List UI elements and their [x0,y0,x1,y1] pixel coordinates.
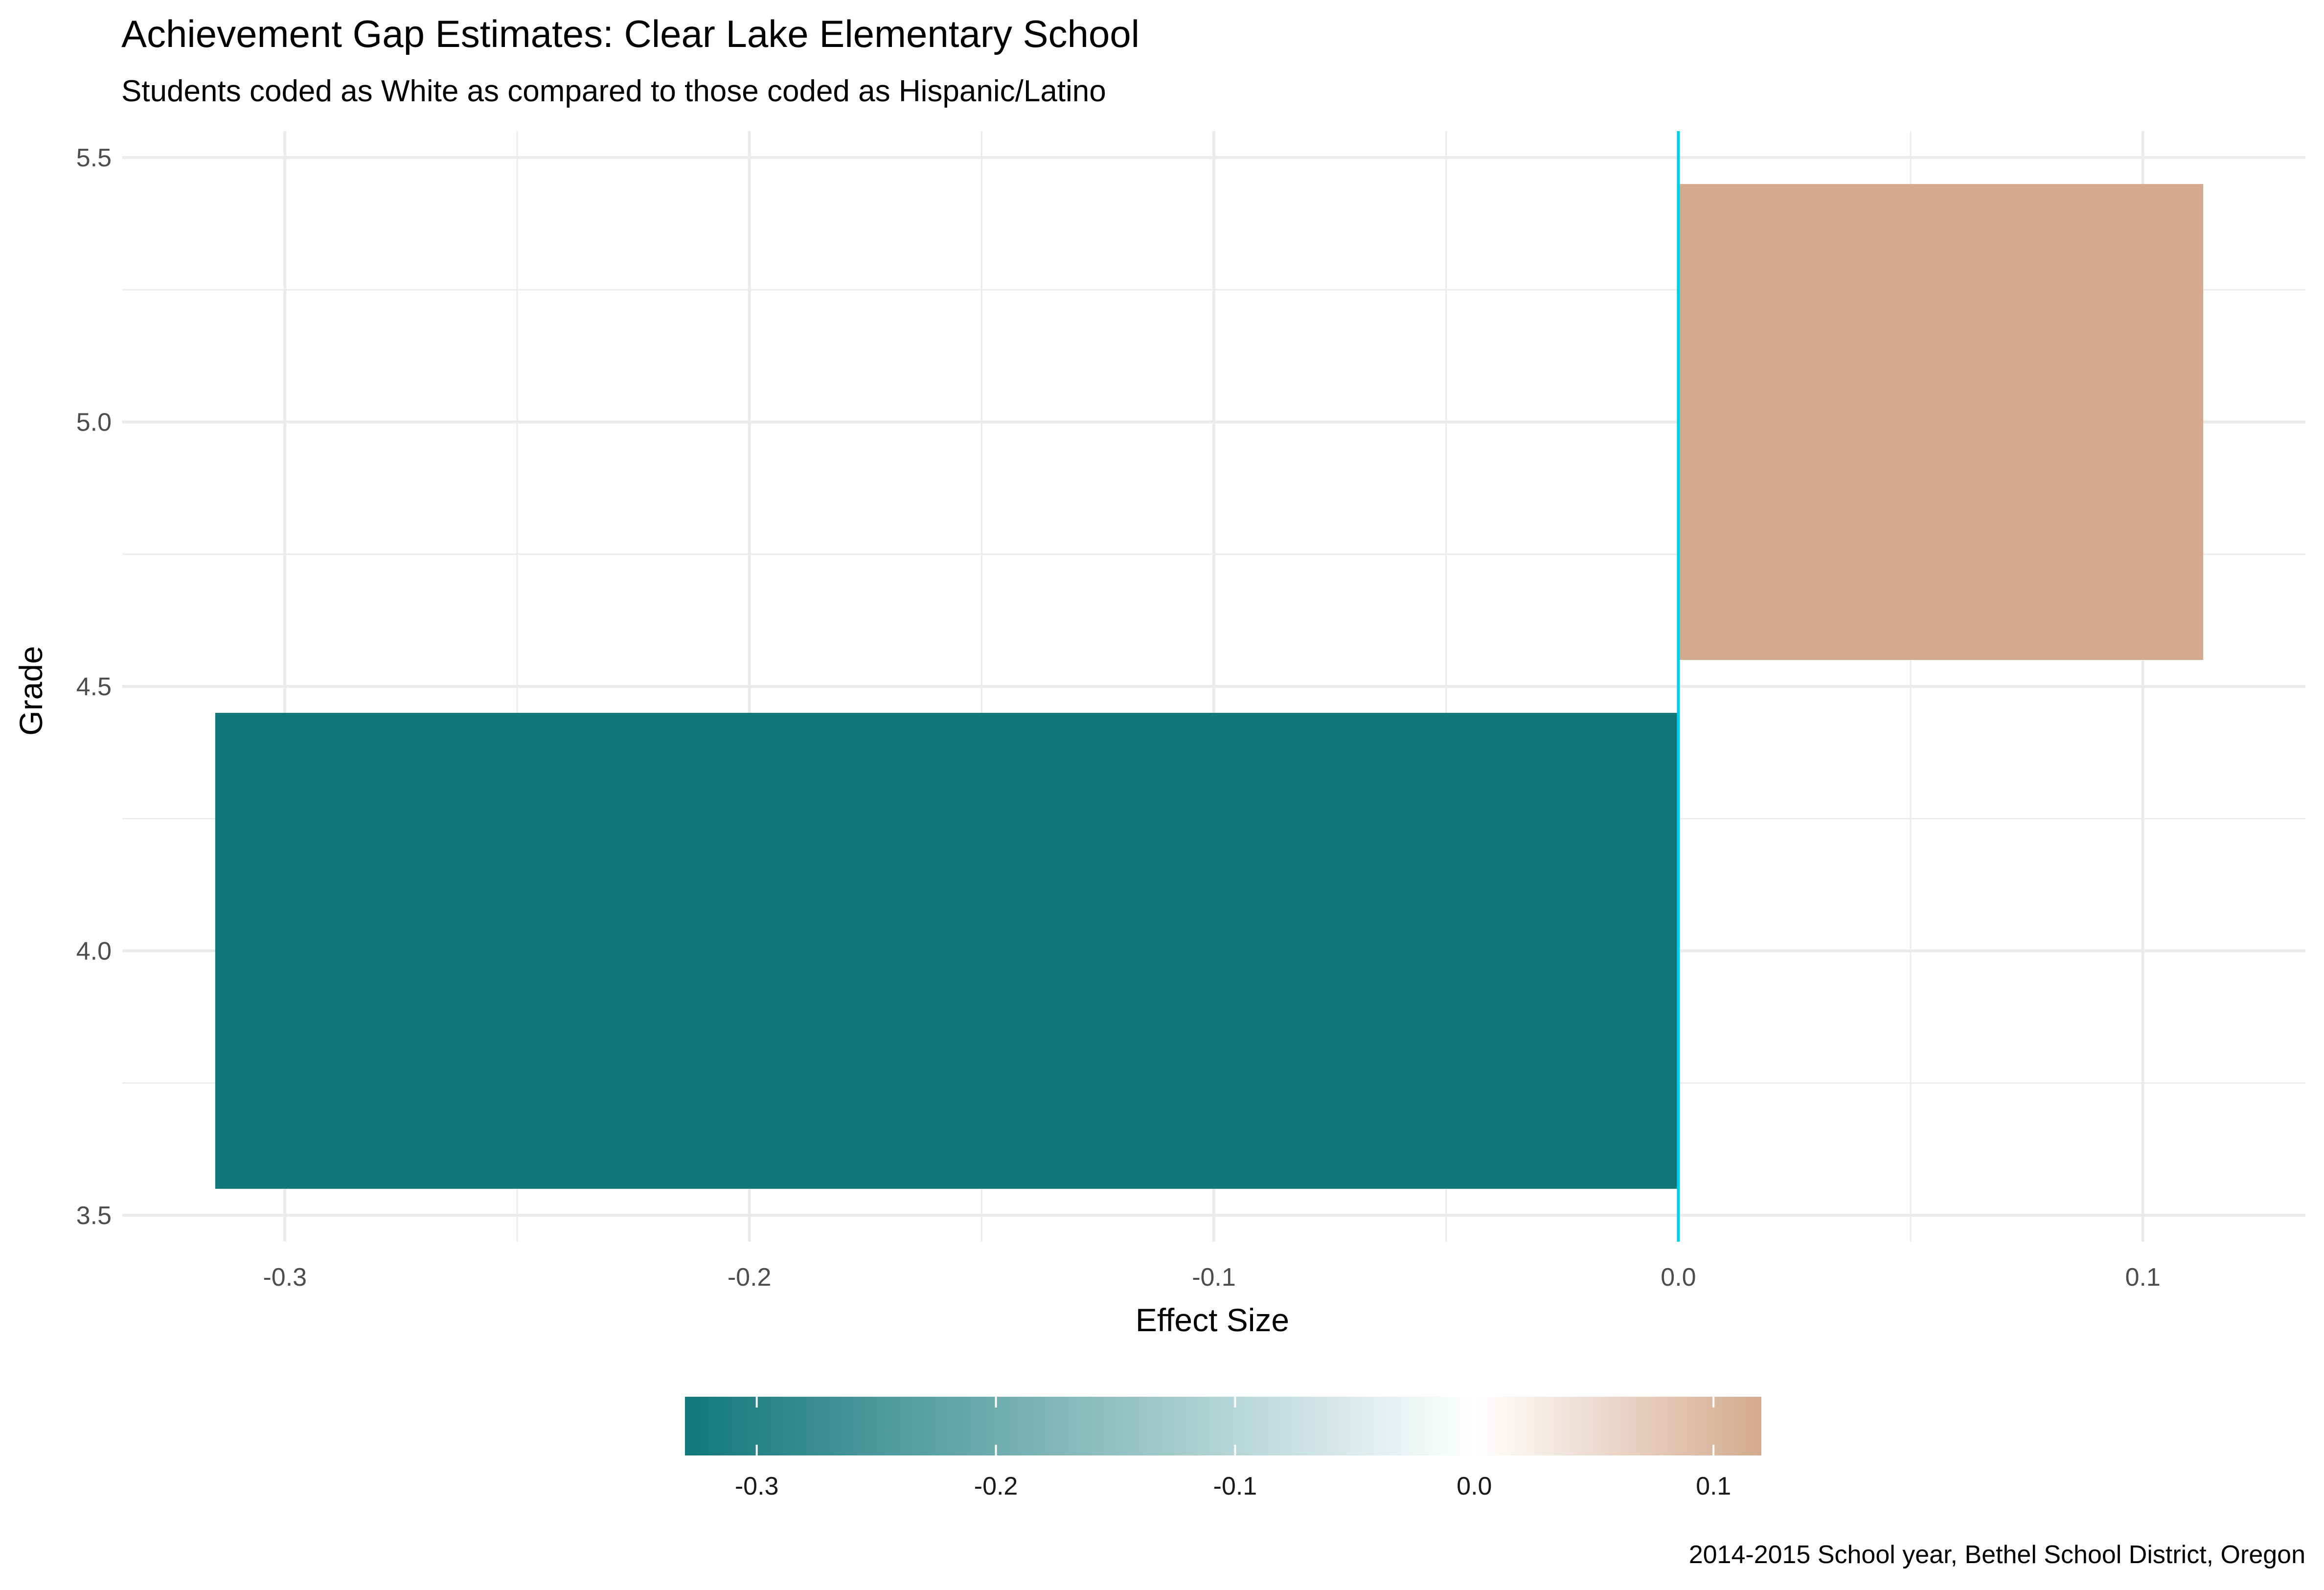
bar-grade-4 [215,713,1679,1189]
y-axis-ticks: 3.5 4.0 4.5 5.0 5.5 [76,144,112,1230]
x-axis-title: Effect Size [1136,1302,1289,1338]
y-tick-label: 5.0 [76,409,112,437]
colorbar-tick-label: -0.2 [974,1472,1018,1500]
colorbar [685,1397,1761,1455]
x-tick-label: -0.3 [263,1263,307,1292]
colorbar-ticks: -0.3 -0.2 -0.1 0.0 0.1 [735,1397,1731,1500]
colorbar-tick-label: 0.1 [1696,1472,1731,1500]
y-tick-label: 5.5 [76,144,112,172]
x-tick-label: 0.1 [2125,1263,2161,1292]
x-tick-label: -0.1 [1192,1263,1236,1292]
colorbar-tick-label: -0.1 [1213,1472,1257,1500]
chart-subtitle: Students coded as White as compared to t… [121,74,1106,108]
bar-grade-5 [1678,184,2204,660]
y-tick-label: 4.5 [76,673,112,701]
y-tick-label: 3.5 [76,1202,112,1230]
x-axis-ticks: -0.3 -0.2 -0.1 0.0 0.1 [263,1263,2160,1292]
colorbar-tick-label: -0.3 [735,1472,779,1500]
x-tick-label: 0.0 [1661,1263,1696,1292]
colorbar-tick-label: 0.0 [1457,1472,1492,1500]
x-tick-label: -0.2 [728,1263,772,1292]
y-tick-label: 4.0 [76,937,112,965]
chart-caption: 2014-2015 School year, Bethel School Dis… [1689,1541,2305,1569]
chart-title: Achievement Gap Estimates: Clear Lake El… [121,12,1139,55]
bars [215,184,2204,1189]
colorbar-legend: -0.3 -0.2 -0.1 0.0 0.1 [685,1397,1761,1500]
y-axis-title: Grade [13,646,49,735]
